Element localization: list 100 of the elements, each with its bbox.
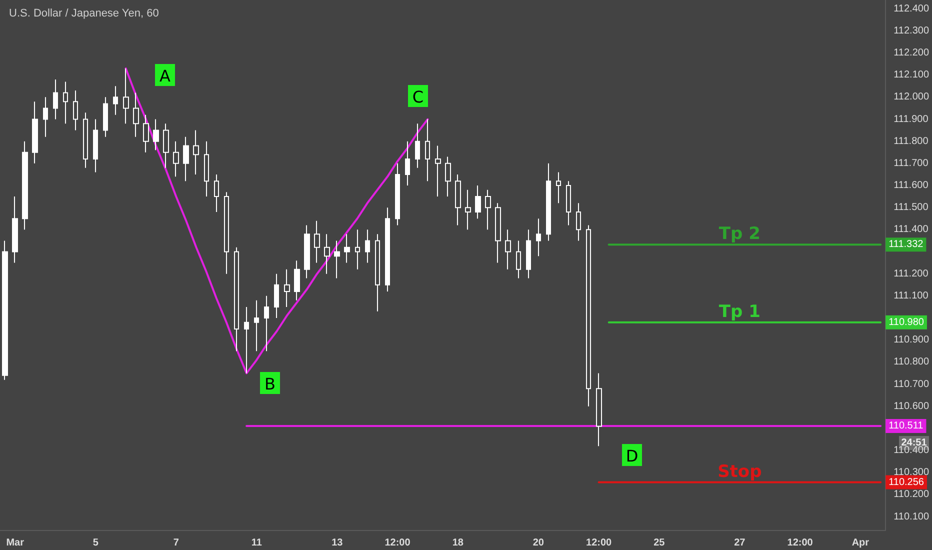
x-tick-label: 13 — [332, 538, 344, 548]
candlestick — [415, 123, 420, 168]
candlestick — [576, 202, 581, 242]
candlestick — [324, 234, 330, 274]
y-tick-label: 112.100 — [894, 70, 930, 81]
x-tick-label: Apr — [852, 538, 870, 548]
series-label: Tp 1 — [718, 302, 760, 322]
candlestick — [183, 136, 189, 182]
y-tick-label: 110.200 — [894, 489, 930, 500]
candlestick — [32, 101, 38, 164]
candlestick — [395, 162, 400, 226]
x-tick-label: 5 — [92, 538, 99, 548]
y-tick-label: 111.900 — [894, 114, 929, 125]
x-tick-label: 20 — [532, 538, 544, 548]
y-tick-label: 111.700 — [894, 158, 929, 169]
y-tick-label: 110.100 — [894, 511, 930, 522]
data-label: 110.511 — [888, 420, 924, 432]
x-tick-label: 12:00 — [787, 538, 814, 548]
x-tick-label: 11 — [251, 538, 262, 548]
candlestick — [566, 180, 571, 226]
candlestick — [405, 140, 410, 186]
candlestick — [556, 172, 561, 204]
candlestick — [264, 295, 269, 352]
y-tick-label: 112.200 — [894, 48, 930, 58]
candlestick — [53, 79, 58, 120]
x-tick-label: 12:00 — [586, 538, 612, 548]
data-label: 111.332 — [888, 239, 924, 250]
candlestick — [596, 372, 602, 447]
x-tick-label: 7 — [173, 538, 180, 548]
candlestick — [586, 224, 591, 407]
y-tick-label: 112.300 — [894, 25, 930, 36]
candlestick — [214, 174, 219, 212]
candlestick — [455, 174, 461, 226]
candlestick — [22, 140, 28, 230]
candlestick — [123, 68, 129, 124]
candlestick — [425, 118, 430, 182]
y-tick-label: 111.800 — [894, 136, 929, 147]
candlestick — [284, 268, 290, 308]
candlestick — [163, 123, 169, 168]
candlestick — [93, 118, 98, 173]
series-label: Tp 2 — [718, 224, 760, 244]
candlestick — [536, 218, 541, 257]
candlestick — [83, 112, 88, 168]
x-tick-label: 25 — [654, 538, 666, 548]
line-series — [124, 67, 429, 374]
data-label: 110.980 — [888, 316, 924, 328]
candlestick — [516, 240, 521, 279]
candlestick — [385, 207, 390, 292]
candlestick — [63, 81, 68, 124]
candlestick — [546, 162, 551, 242]
candlestick — [334, 240, 340, 279]
y-tick-label: 111.400 — [894, 224, 929, 236]
y-tick-label: 112.000 — [894, 92, 930, 103]
annotation: A — [160, 66, 171, 86]
annotation: C — [412, 88, 424, 106]
x-tick-label: 18 — [452, 538, 464, 548]
data-label: 110.256 — [888, 476, 924, 488]
x-tick-label: 27 — [734, 538, 746, 548]
candlestick — [475, 185, 481, 220]
candlestick — [143, 114, 149, 153]
candlestick — [234, 246, 239, 352]
y-tick-label: 110.900 — [894, 334, 930, 346]
candlestick — [244, 306, 249, 374]
candlestick — [435, 145, 441, 198]
y-tick-label: 111.600 — [894, 180, 929, 191]
text: U.S. Dollar / Japanese Yen, 60 — [9, 8, 159, 20]
candlestick — [495, 202, 501, 264]
candlestick — [224, 192, 229, 274]
candlestick — [2, 240, 8, 380]
candlestick — [505, 229, 511, 270]
candlestick — [254, 300, 259, 352]
y-tick-label: 110.600 — [894, 400, 930, 412]
x-tick-label: Mar — [6, 538, 24, 548]
candlestick — [365, 229, 370, 264]
y-tick-label: 110.800 — [894, 356, 930, 368]
candlestick — [314, 220, 320, 264]
candlestick — [153, 118, 159, 151]
annotation: D — [626, 446, 638, 466]
candlestick — [193, 130, 199, 175]
candlestick — [103, 96, 108, 138]
y-tick-label: 111.500 — [894, 202, 929, 214]
candlestick — [133, 92, 139, 138]
candlestick — [485, 189, 491, 230]
candlestick — [304, 224, 310, 279]
candlestick — [12, 196, 18, 264]
y-tick-label: 110.700 — [894, 378, 930, 390]
y-tick-label: 111.200 — [894, 268, 929, 280]
candlestick — [113, 86, 118, 116]
y-tick-label: 110.300 — [894, 467, 930, 478]
candlestick — [43, 96, 48, 138]
candlestick — [204, 140, 209, 198]
candlestick — [73, 90, 78, 131]
candlestick — [355, 229, 360, 270]
x-tick-label: 12:00 — [384, 538, 411, 548]
candlestick — [375, 234, 380, 312]
y-tick-label: 111.100 — [894, 290, 929, 302]
candlestick — [465, 189, 471, 230]
candlestick — [274, 273, 279, 318]
y-tick-label: 112.400 — [894, 3, 930, 14]
candlestick — [173, 140, 179, 178]
